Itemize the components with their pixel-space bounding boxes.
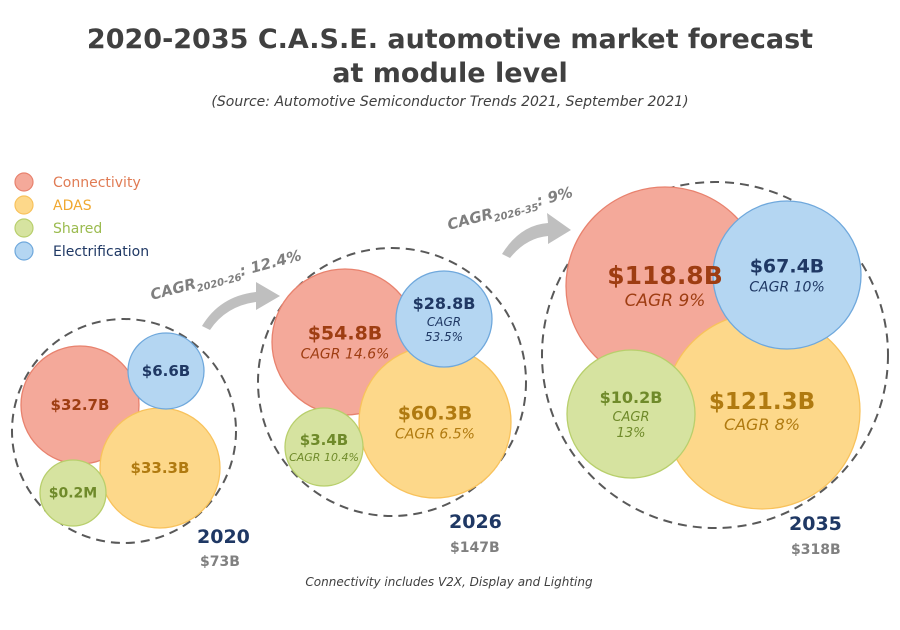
total-boundary-2035 xyxy=(541,181,889,529)
bubble-shared-2026 xyxy=(284,407,364,487)
cagr-label-electrification-2035: CAGR 10% xyxy=(749,280,825,296)
cagr-label-adas-2035: CAGR 8% xyxy=(724,415,800,434)
value-label-connectivity-2026: $54.8B xyxy=(308,323,383,345)
total-boundary-2020 xyxy=(11,318,237,544)
value-label-shared-2026: $3.4B xyxy=(300,431,348,449)
year-label-2035: 2035 xyxy=(789,513,842,535)
growth-cagr-label-1: CAGR2020-26: 12.4% xyxy=(148,246,304,307)
value-label-shared-2035: $10.2B xyxy=(600,388,663,407)
bubble-shared-2020 xyxy=(39,459,107,527)
legend-adas-marker xyxy=(14,195,34,215)
value-label-adas-2020: $33.3B xyxy=(131,459,190,477)
legend-shared-marker xyxy=(14,218,34,238)
value-label-electrification-2020: $6.6B xyxy=(142,362,190,380)
cagr-label-shared-2035: 13% xyxy=(617,426,646,441)
cagr-label-connectivity-2026: CAGR 14.6% xyxy=(301,347,390,363)
bubble-shared-2035 xyxy=(566,349,696,479)
group-2020: $32.7B $33.3B $0.2M $6.6B 2020 $73B xyxy=(11,318,250,570)
cagr-label-shared-2035: CAGR xyxy=(612,410,649,425)
growth-cagr-prefix: CAGR xyxy=(148,274,198,303)
footnote: Connectivity includes V2X, Display and L… xyxy=(305,575,593,589)
legend-connectivity-label: Connectivity xyxy=(53,175,141,191)
value-label-adas-2035: $121.3B xyxy=(709,389,815,415)
cagr-label-electrification-2026: 53.5% xyxy=(425,330,463,344)
value-label-shared-2020: $0.2M xyxy=(49,485,97,501)
value-label-connectivity-2020: $32.7B xyxy=(51,396,110,414)
legend: Connectivity ADAS Shared Electrification xyxy=(14,172,149,261)
growth-cagr-period: 2026-35 xyxy=(493,202,540,225)
growth-cagr-value: : 12.4% xyxy=(238,246,304,280)
cagr-label-shared-2026: CAGR 10.4% xyxy=(289,451,359,464)
bubble-electrification-2035 xyxy=(712,200,862,350)
chart-title-line2: at module level xyxy=(332,58,567,89)
value-label-electrification-2026: $28.8B xyxy=(413,294,476,313)
cagr-label-electrification-2026: CAGR xyxy=(427,315,461,329)
total-label-2020: $73B xyxy=(200,554,240,570)
bubble-electrification-2020 xyxy=(127,332,205,410)
legend-electrification-marker xyxy=(14,241,34,261)
year-label-2026: 2026 xyxy=(449,511,502,533)
legend-electrification-label: Electrification xyxy=(53,244,149,260)
cagr-label-adas-2026: CAGR 6.5% xyxy=(395,427,475,443)
growth-arrow-2 xyxy=(502,213,571,258)
bubble-electrification-2026 xyxy=(395,270,493,368)
chart-subtitle: (Source: Automotive Semiconductor Trends… xyxy=(211,94,688,110)
legend-connectivity-marker xyxy=(14,172,34,192)
cagr-label-connectivity-2035: CAGR 9% xyxy=(625,291,706,311)
total-label-2026: $147B xyxy=(450,540,500,556)
growth-cagr-period: 2020-26 xyxy=(196,272,243,295)
value-label-adas-2026: $60.3B xyxy=(398,403,473,425)
group-2026: $54.8B CAGR 14.6% $60.3B CAGR 6.5% $3.4B CAGR… xyxy=(257,247,527,556)
value-label-connectivity-2035: $118.8B xyxy=(607,261,723,290)
total-label-2035: $318B xyxy=(791,542,841,558)
bubble-groups: $32.7B$33.3B$0.2M$6.6B2020$73B$54.8BCAGR… xyxy=(11,181,889,570)
legend-adas-label: ADAS xyxy=(53,198,92,214)
growth-arrow-1 xyxy=(202,282,280,330)
year-label-2020: 2020 xyxy=(197,526,250,548)
total-boundary-2026 xyxy=(257,247,527,517)
legend-shared-label: Shared xyxy=(53,221,102,237)
value-label-electrification-2035: $67.4B xyxy=(750,256,825,278)
growth-cagr-prefix: CAGR xyxy=(445,204,495,233)
chart-title-line1: 2020-2035 C.A.S.E. automotive market for… xyxy=(87,24,813,55)
growth-cagr-value: : 9% xyxy=(535,183,575,210)
